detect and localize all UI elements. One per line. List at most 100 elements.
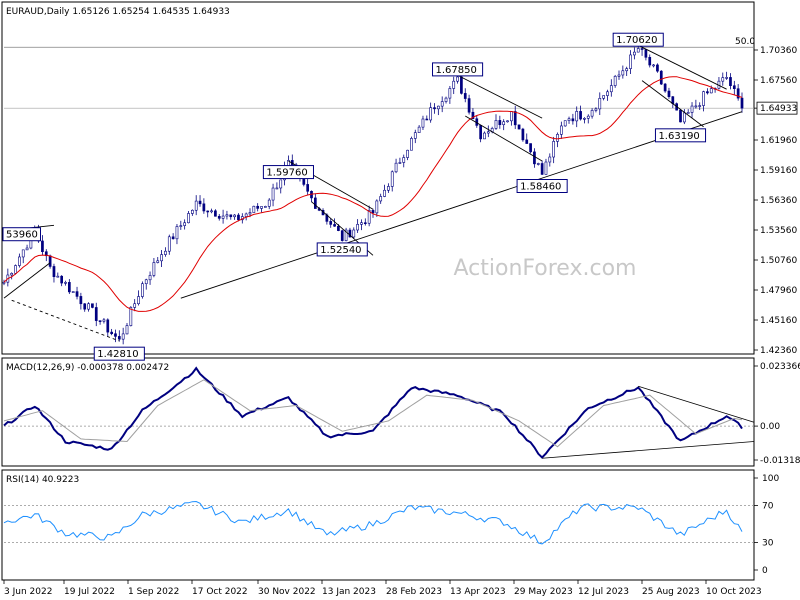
x-tick-label: 30 Nov 2022 [258,587,316,597]
candle-body [440,101,444,107]
candle-body [402,157,406,163]
candle-body [679,109,682,123]
candle-body [586,115,590,119]
candle-body [225,214,229,217]
candle-body [75,291,79,297]
x-tick-label: 13 Apr 2023 [450,587,506,597]
price-label-text: 1.67850 [436,65,477,76]
candle-body [202,203,206,212]
candle-body [548,156,552,163]
candle-body [94,307,98,321]
rsi-line [3,500,743,545]
price-ytick-label: 1.50760 [760,256,797,266]
candle-body [640,48,644,50]
candle-body [594,108,598,111]
macd-upper-trendline [638,385,755,423]
candle-body [144,279,148,285]
candle-body [533,151,536,165]
candle-body [456,76,459,82]
candle-body [256,205,260,209]
price-label-box [2,227,41,242]
candle-body [106,319,110,333]
candle-body [52,266,56,277]
price-panel-title: EURAUD,Daily 1.65126 1.65254 1.64535 1.6… [6,7,230,17]
macd-panel-title: MACD(12,26,9) -0.000378 0.002472 [6,363,169,373]
candle-body [333,224,336,227]
candle-body [337,225,340,231]
candle-body [494,120,498,129]
rsi-ytick-label: 70 [762,502,774,512]
x-tick-label: 19 Jul 2022 [64,587,115,597]
candle-body [598,98,602,110]
candle-body [502,121,506,126]
x-tick-label: 13 Jan 2023 [322,587,376,597]
candle-body [252,205,256,213]
channel-upper-3 [638,44,727,90]
candle-body [709,88,713,94]
price-label-text: 1.63190 [658,131,699,142]
x-tick-label: 3 Jun 2022 [4,587,52,597]
candle-body [148,275,152,281]
candle-body [540,163,544,175]
current-price-box [756,101,798,115]
candle-body [379,196,383,202]
candle-body [421,118,425,128]
macd-ytick-label: 0.023366 [760,362,800,372]
candle-body [210,210,213,213]
macd-ytick-label: 0.00 [760,422,780,432]
candle-body [179,225,183,227]
candle-body [602,95,605,99]
candle-body [233,214,236,218]
candle-body [340,230,344,241]
candle-body [87,303,90,310]
rsi-ytick-label: 30 [762,538,774,548]
dashed-support-left [11,299,120,342]
candle-body [625,68,629,72]
candle-body [60,275,64,284]
x-tick-label: 29 May 2023 [514,587,573,597]
candle-body [356,224,359,231]
candle-body [367,210,371,224]
candle-body [579,111,582,120]
candle-body [544,161,548,175]
candle-body [536,163,540,165]
candle-body [621,70,625,76]
price-label-box [612,32,664,47]
candle-body [371,210,375,214]
candle-body [663,83,667,92]
candle-body [583,118,586,120]
price-ytick-label: 1.61960 [760,136,797,146]
candle-body [667,90,671,97]
candle-body [194,200,198,211]
candle-body [463,93,467,99]
candle-body [48,255,52,267]
candle-body [98,320,102,322]
candle-body [375,200,379,214]
candle-body [498,120,502,126]
price-label-box [654,128,707,143]
candle-body [433,107,436,110]
price-label-text: 1.42810 [97,349,138,360]
candle-body [606,91,609,96]
candle-body [479,125,482,140]
price-ytick-label: 1.53560 [760,226,797,236]
candle-body [141,283,144,297]
candle-body [187,213,190,224]
candle-body [571,118,575,122]
candle-body [198,200,202,205]
candle-body [513,111,517,126]
candle-body [425,118,429,121]
price-label-box [516,179,568,193]
candle-body [175,226,179,240]
candle-body [702,91,705,106]
candle-body [83,303,87,310]
macd-panel-frame [1,357,755,467]
candle-body [248,212,252,215]
candle-body [237,214,240,221]
candle-body [721,77,725,82]
price-label-text: 1.59760 [266,168,307,179]
candle-body [590,110,594,117]
candle-body [659,70,663,85]
candle-body [348,229,352,238]
